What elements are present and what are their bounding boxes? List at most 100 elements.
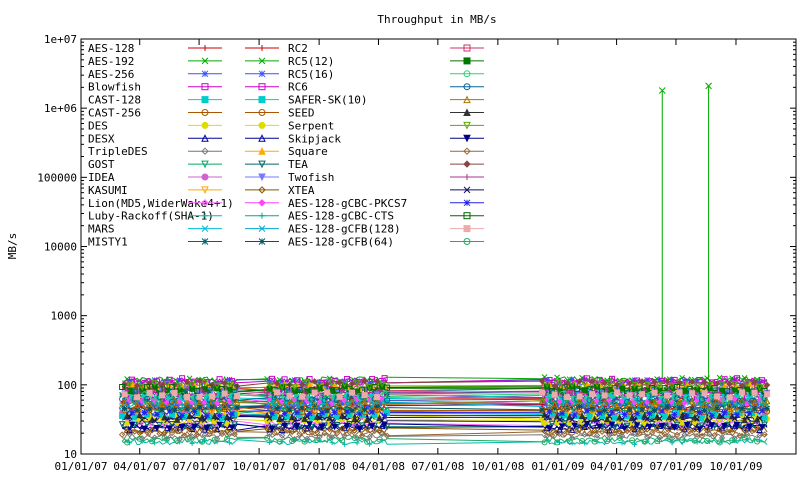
series-marker [201, 109, 209, 116]
series-marker [684, 412, 690, 419]
series-marker [681, 399, 688, 407]
series-marker [578, 424, 586, 432]
series-marker [231, 431, 238, 438]
series-marker [266, 396, 273, 403]
series-marker [701, 407, 708, 414]
series-marker [301, 438, 308, 445]
series-marker [266, 415, 273, 422]
series-marker [384, 397, 391, 404]
legend-label: SEED [288, 107, 315, 120]
series-marker [667, 388, 673, 394]
series-marker [561, 430, 568, 438]
series-marker [359, 403, 365, 410]
legend-label: RC5(16) [288, 68, 334, 81]
series-marker [614, 389, 621, 396]
series-marker [716, 401, 723, 408]
series-marker [328, 434, 336, 441]
series-marker [714, 393, 721, 400]
series-marker [701, 390, 708, 397]
series-marker [759, 407, 765, 414]
series-marker [353, 380, 361, 387]
series-marker [594, 417, 600, 423]
series-marker [348, 399, 356, 407]
series-marker [548, 432, 556, 439]
series-marker [258, 134, 266, 142]
series-marker [726, 380, 733, 388]
y-axis-label: MB/s [6, 233, 19, 260]
series-marker [721, 423, 728, 430]
series-marker [336, 400, 343, 408]
series-marker [258, 186, 266, 194]
series-marker [551, 400, 558, 408]
y-tick-label: 10 [64, 448, 77, 461]
series-marker [301, 427, 308, 435]
series-marker [656, 415, 663, 422]
series-marker [308, 429, 316, 436]
series-marker [568, 381, 576, 388]
series-marker [176, 383, 183, 390]
series-marker [213, 382, 221, 390]
series-marker [658, 87, 666, 94]
series-marker [123, 428, 131, 435]
series-marker [705, 82, 712, 90]
series-marker [558, 423, 566, 431]
series-marker [296, 387, 303, 394]
series-marker [649, 404, 655, 410]
series-marker [118, 431, 126, 438]
series-marker [671, 424, 678, 431]
series-marker [168, 429, 176, 437]
series-marker [311, 401, 318, 409]
series-marker [723, 427, 731, 435]
series-marker [201, 83, 209, 91]
series-marker [621, 411, 628, 418]
series-marker [136, 400, 143, 407]
series-marker [174, 402, 180, 409]
series-marker [543, 381, 551, 388]
series-marker [546, 408, 553, 415]
series-marker [131, 414, 138, 421]
series-marker [163, 399, 171, 406]
series-marker [563, 401, 571, 409]
series-marker [284, 384, 291, 391]
series-marker [201, 417, 208, 424]
series-marker [216, 412, 223, 419]
legend-label: AES-256 [88, 68, 134, 81]
series-marker [588, 377, 596, 385]
series-marker [119, 413, 126, 420]
legend-label: MISTY1 [88, 236, 128, 249]
series-marker [713, 397, 721, 405]
series-marker [734, 411, 740, 418]
series-marker [739, 389, 746, 396]
series-marker [463, 212, 471, 220]
series-marker [139, 416, 145, 423]
series-marker [314, 436, 321, 443]
series-marker [233, 398, 241, 406]
series-marker [691, 426, 698, 433]
legend-label: GOST [88, 158, 115, 171]
series-marker [644, 416, 650, 422]
series-marker [231, 421, 238, 428]
legend-label: AES-128-gCFB(64) [288, 236, 394, 249]
series-marker [298, 399, 306, 407]
y-tick-label: 100000 [37, 171, 77, 184]
y-tick-label: 1000 [51, 310, 78, 323]
series-marker [129, 409, 135, 416]
series-marker [716, 419, 723, 426]
series-marker [381, 412, 388, 419]
series-marker [591, 404, 598, 410]
series-marker [329, 440, 335, 446]
series-marker [196, 393, 203, 400]
series-marker [378, 422, 386, 430]
series-marker [699, 415, 706, 422]
series-marker [328, 379, 336, 387]
series-marker [119, 383, 126, 390]
series-marker [619, 440, 625, 446]
series-marker [601, 399, 608, 406]
series-marker [696, 377, 703, 384]
series-marker [318, 406, 326, 414]
series-marker [121, 399, 128, 406]
series-marker [378, 381, 386, 388]
series-marker [136, 377, 143, 384]
series-marker [194, 387, 201, 394]
legend: AES-128AES-192AES-256BlowfishCAST-128CAS… [88, 42, 484, 249]
